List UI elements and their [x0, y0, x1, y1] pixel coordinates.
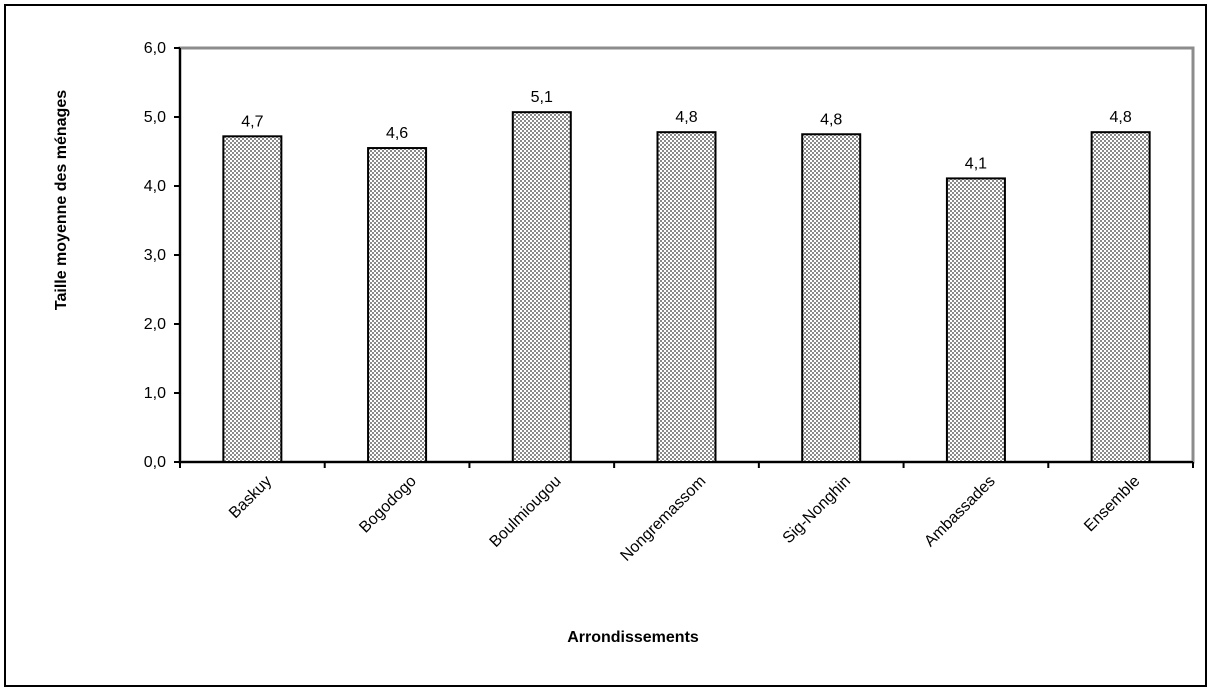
- y-tick-label: 2,0: [144, 316, 166, 333]
- y-tick-label: 4,0: [144, 178, 166, 195]
- data-label: 5,1: [531, 89, 553, 106]
- bar-nongremassom: [656, 131, 717, 463]
- chart-outer-border: [4, 4, 1207, 687]
- data-label: 4,8: [1110, 109, 1132, 126]
- y-axis-title: Taille moyenne des ménages: [53, 90, 70, 310]
- y-axis: 0,0 1,0 2,0 3,0 4,0 5,0 6,0: [144, 40, 181, 471]
- bars: 4,7 4,6 5,1 4,8 4,8 4,1 4,8: [222, 89, 1151, 464]
- data-label: 4,8: [820, 111, 842, 128]
- data-label: 4,8: [675, 109, 697, 126]
- y-tick-label: 6,0: [144, 40, 166, 57]
- y-tick-label: 0,0: [144, 454, 166, 471]
- data-label: 4,7: [241, 113, 263, 130]
- y-tick-label: 5,0: [144, 109, 166, 126]
- data-label: 4,1: [965, 155, 987, 172]
- x-axis-title: Arrondissements: [567, 629, 699, 646]
- bar-sig-nonghin: [801, 133, 862, 463]
- y-tick-label: 3,0: [144, 247, 166, 264]
- bar-ambassades: [945, 177, 1006, 463]
- bar-baskuy: [222, 135, 283, 463]
- data-label: 4,6: [386, 125, 408, 142]
- bar-bogodogo: [367, 147, 428, 464]
- y-tick-label: 1,0: [144, 385, 166, 402]
- bar-boulmiougou: [511, 111, 572, 463]
- bar-ensemble: [1090, 131, 1151, 463]
